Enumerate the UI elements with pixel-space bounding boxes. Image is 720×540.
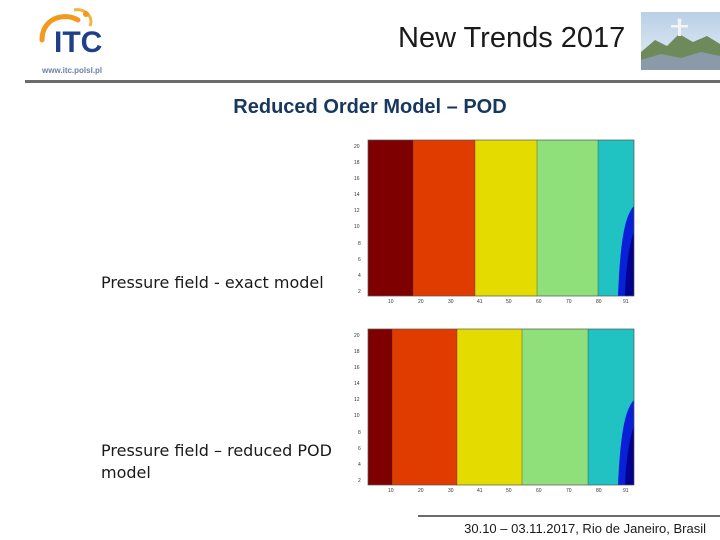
x-tick: 50: [506, 488, 512, 494]
x-tick: 60: [536, 299, 542, 305]
plot-caption-pod: Pressure field – reduced POD model: [101, 441, 332, 482]
pressure-band: [457, 329, 522, 485]
pressure-band: [413, 140, 475, 296]
x-tick: 70: [566, 488, 572, 494]
x-tick: 50: [506, 299, 512, 305]
header-divider: [25, 80, 720, 83]
pressure-band-darkblue: [625, 231, 634, 296]
y-tick: 16: [354, 176, 360, 182]
plot-caption-exact: Pressure field - exact model: [101, 273, 324, 292]
x-tick: 20: [418, 299, 424, 305]
pressure-band: [537, 140, 598, 296]
y-tick: 18: [354, 160, 360, 166]
x-tick: 20: [418, 488, 424, 494]
pressure-field-exact-plot: 2 4 6 8 10 12 14 16 18 20 10 20 30: [340, 136, 640, 311]
y-tick: 10: [354, 224, 360, 230]
x-tick: 10: [388, 488, 394, 494]
y-tick: 8: [358, 241, 361, 247]
y-tick: 18: [354, 349, 360, 355]
slide-title: Reduced Order Model – POD: [233, 96, 507, 118]
y-tick: 4: [358, 462, 361, 468]
y-tick: 14: [354, 192, 360, 198]
pressure-band: [368, 329, 392, 485]
y-tick: 2: [358, 478, 361, 484]
y-tick: 8: [358, 430, 361, 436]
pressure-band: [368, 140, 413, 296]
footer-text: 30.10 – 03.11.2017, Rio de Janeiro, Bras…: [464, 521, 706, 536]
logo-url[interactable]: www.itc.polsl.pl: [42, 66, 103, 75]
y-tick: 20: [354, 333, 360, 339]
footer-divider: [418, 515, 720, 517]
pressure-band: [522, 329, 588, 485]
y-tick: 16: [354, 365, 360, 371]
x-tick: 30: [448, 299, 454, 305]
logo-text: ITC: [54, 26, 102, 59]
itc-logo: ITC www.itc.polsl.pl: [34, 4, 134, 76]
pressure-band: [392, 329, 457, 485]
x-tick: 30: [448, 488, 454, 494]
pressure-field-pod-plot: 2 4 6 8 10 12 14 16 18 20 10 20 30 41 50: [340, 325, 640, 500]
x-tick: 60: [536, 488, 542, 494]
x-tick: 41: [477, 488, 483, 494]
y-tick: 4: [358, 273, 361, 279]
pressure-band-darkblue: [625, 425, 634, 485]
y-tick: 2: [358, 289, 361, 295]
x-tick: 41: [477, 299, 483, 305]
y-tick: 12: [354, 397, 360, 403]
y-tick: 6: [358, 446, 361, 452]
pressure-band: [475, 140, 537, 296]
x-tick: 80: [596, 299, 602, 305]
header-title: New Trends 2017: [398, 22, 626, 54]
y-tick: 14: [354, 381, 360, 387]
y-tick: 10: [354, 413, 360, 419]
rio-photo: [641, 12, 720, 70]
y-tick: 20: [354, 144, 360, 150]
y-tick: 12: [354, 208, 360, 214]
y-tick: 6: [358, 257, 361, 263]
x-tick: 91: [623, 299, 629, 305]
x-tick: 70: [566, 299, 572, 305]
x-tick: 91: [623, 488, 629, 494]
x-tick: 80: [596, 488, 602, 494]
x-tick: 10: [388, 299, 394, 305]
